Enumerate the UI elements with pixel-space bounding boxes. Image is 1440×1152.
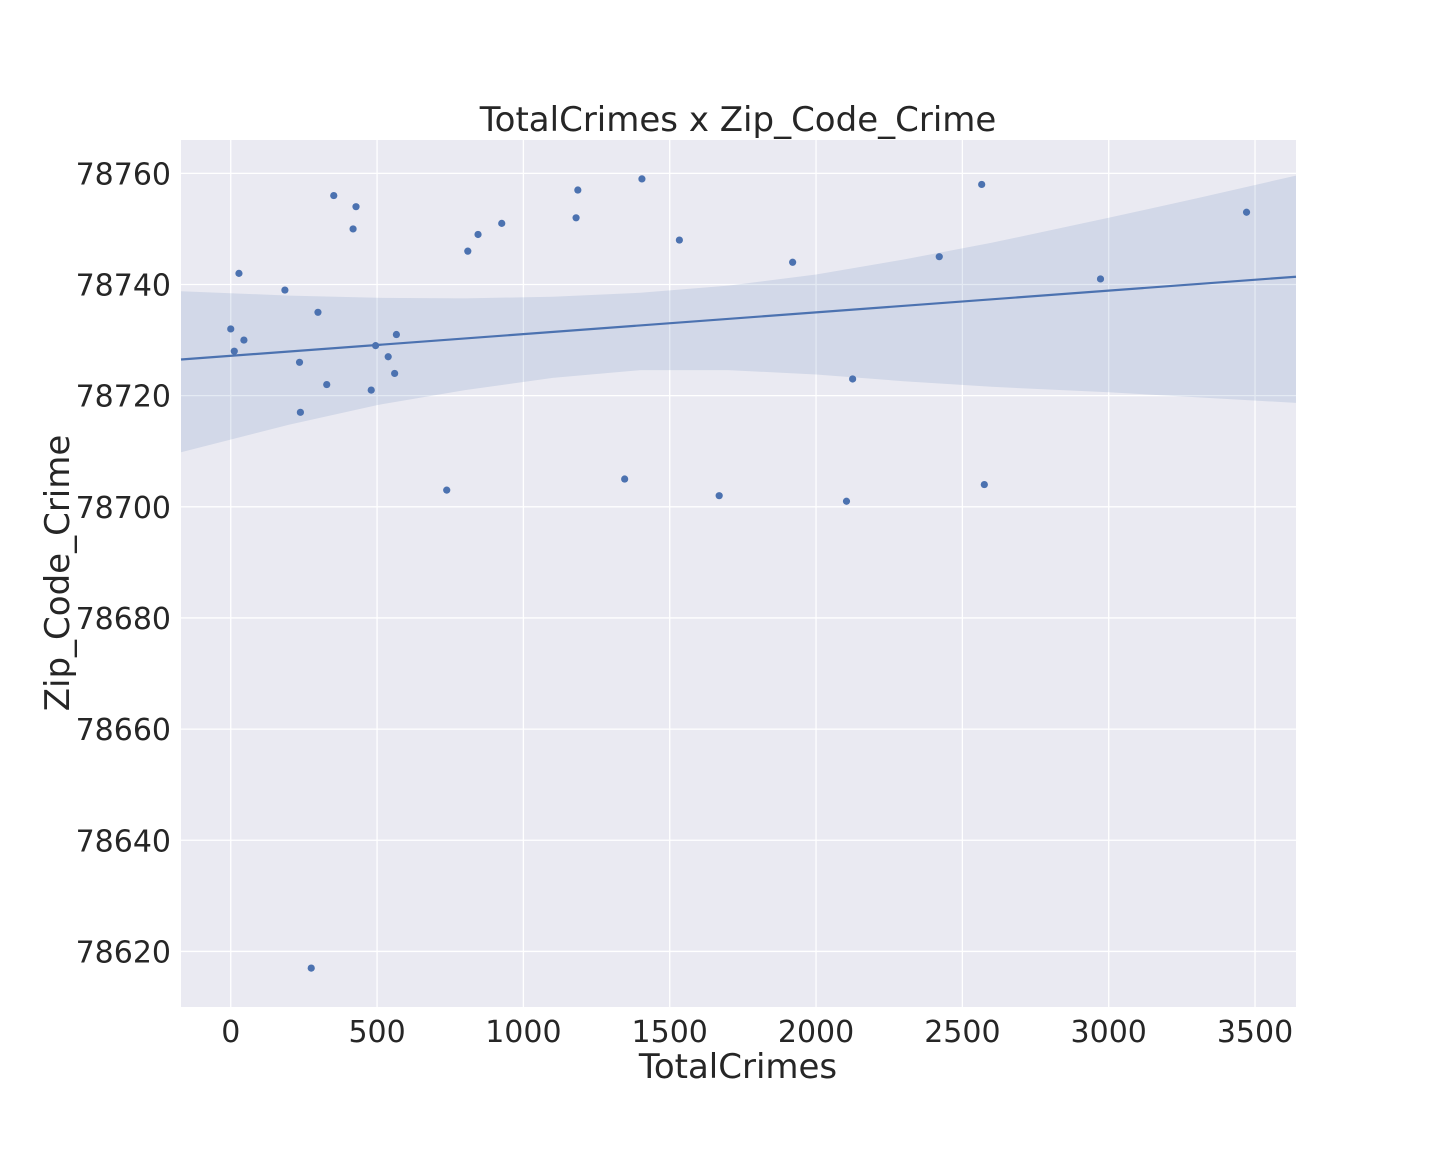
confidence-band	[181, 175, 1296, 453]
data-point	[235, 269, 243, 277]
data-point	[935, 253, 943, 261]
gridlines	[181, 140, 1296, 1007]
data-point	[842, 497, 851, 505]
data-point	[574, 186, 582, 194]
x-tick-label: 2000	[778, 1015, 854, 1050]
x-tick-label: 1000	[485, 1015, 561, 1050]
x-tick-label: 0	[221, 1015, 240, 1050]
x-tick-label: 3500	[1217, 1015, 1293, 1050]
x-tick-label: 500	[348, 1015, 405, 1050]
data-point	[367, 386, 375, 394]
data-point	[675, 236, 683, 244]
data-point	[307, 964, 315, 972]
x-tick-label: 3000	[1071, 1015, 1147, 1050]
data-point	[352, 203, 360, 211]
data-point	[391, 369, 399, 378]
y-tick-label: 78620	[76, 935, 171, 970]
data-point	[498, 219, 506, 227]
x-tick-label: 1500	[632, 1015, 708, 1050]
y-tick-label: 78660	[76, 713, 171, 748]
confidence-band-layer	[181, 175, 1296, 453]
data-point	[1096, 275, 1105, 283]
regression-line-layer	[180, 275, 1297, 361]
data-point	[572, 214, 580, 222]
x-tick-label: 2500	[924, 1015, 1000, 1050]
data-point	[384, 353, 392, 361]
data-point	[314, 308, 322, 316]
data-point	[349, 225, 357, 233]
data-point	[372, 342, 380, 350]
data-point	[330, 191, 338, 200]
data-point	[392, 330, 400, 339]
y-tick-label: 78680	[76, 602, 171, 637]
data-point	[464, 247, 472, 255]
data-point	[443, 486, 451, 494]
y-tick-label: 78740	[76, 269, 171, 304]
data-point	[474, 230, 482, 239]
x-tick-labels: 0 500 1000 1500 2000 2500 3000 3500	[221, 1015, 1293, 1050]
y-tick-label: 78700	[76, 491, 171, 526]
y-tick-label: 78640	[76, 824, 171, 859]
data-point	[281, 286, 289, 294]
data-point	[227, 325, 235, 333]
data-point	[240, 336, 248, 344]
y-tick-labels: 78620 78640 78660 78680 78700 78720 78740 78760	[76, 157, 171, 970]
data-point	[638, 175, 646, 183]
y-tick-label: 78760	[76, 157, 171, 192]
data-points	[227, 175, 1251, 972]
data-point	[978, 180, 986, 189]
data-point	[849, 375, 857, 383]
y-tick-label: 78720	[76, 380, 171, 415]
data-point	[621, 475, 629, 483]
data-point	[230, 347, 238, 355]
regression-line	[180, 275, 1297, 361]
data-point	[715, 492, 723, 500]
data-point	[296, 408, 305, 416]
chart-title: TotalCrimes x Zip_Code_Crime	[479, 100, 997, 140]
data-point	[980, 480, 988, 489]
data-point	[295, 358, 304, 366]
data-point	[1242, 208, 1251, 216]
data-point	[323, 380, 331, 389]
y-axis-label: Zip_Code_Crime	[38, 435, 78, 712]
data-point	[789, 258, 797, 266]
x-axis-label: TotalCrimes	[638, 1047, 837, 1087]
